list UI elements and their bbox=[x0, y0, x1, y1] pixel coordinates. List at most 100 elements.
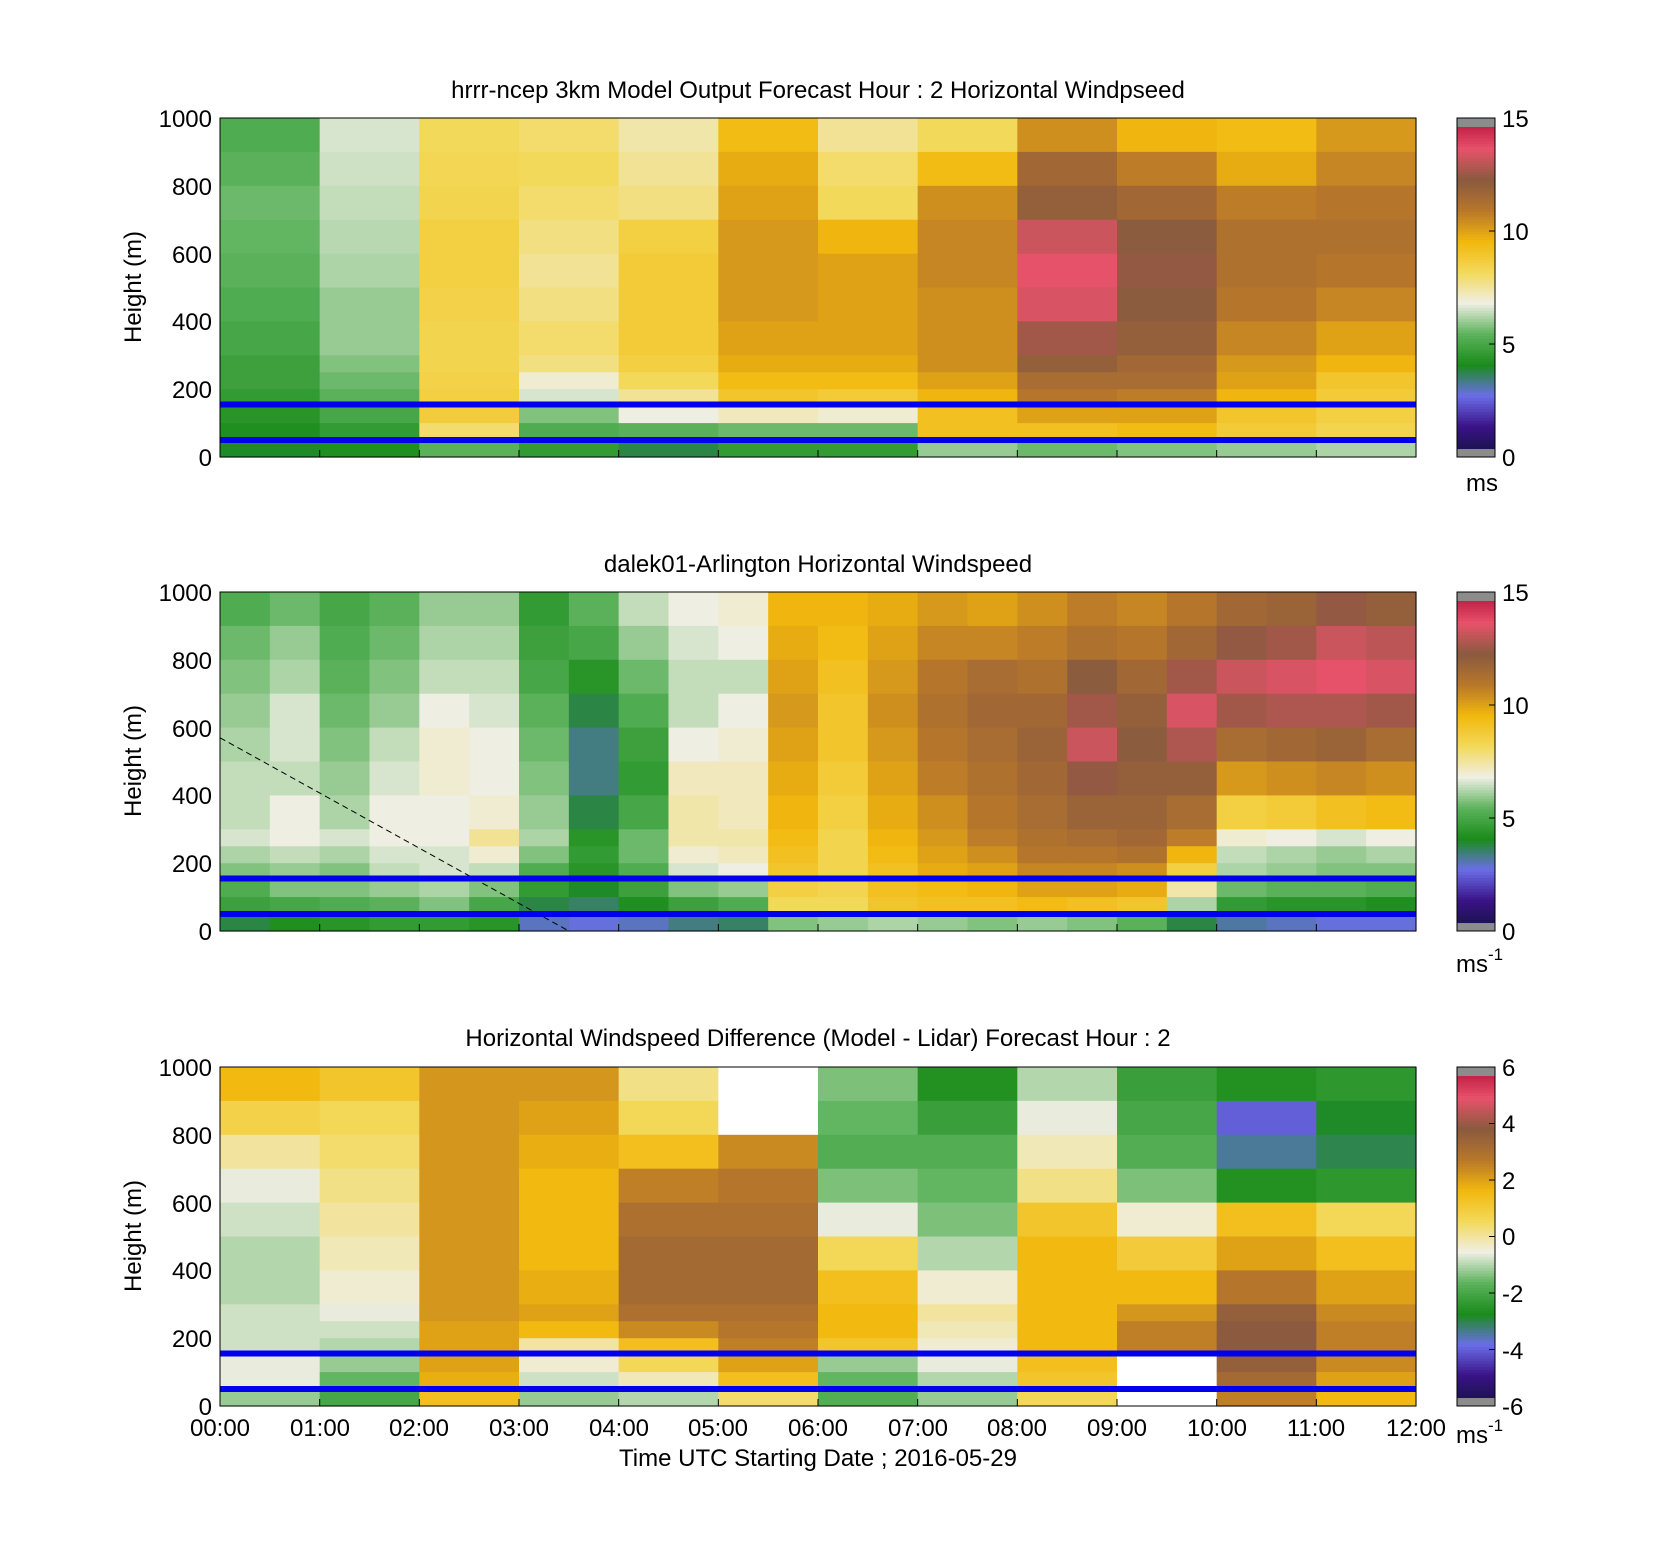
colorbar-segment bbox=[1457, 702, 1495, 706]
heatmap-cell bbox=[967, 761, 1018, 796]
heatmap-cell bbox=[319, 592, 371, 627]
colorbar-segment bbox=[1457, 1171, 1495, 1175]
heatmap-cell bbox=[618, 1355, 719, 1373]
panel-difference-x-tick-labels: 00:00 01:00 02:00 03:00 04:00 05:00 06:0… bbox=[190, 1415, 1446, 1442]
heatmap-cell bbox=[618, 1321, 719, 1339]
heatmap-cell bbox=[718, 1134, 819, 1170]
heatmap-cell bbox=[419, 659, 470, 695]
heatmap-cell bbox=[618, 1168, 719, 1204]
heatmap-cell bbox=[917, 1389, 1018, 1407]
heatmap-cell bbox=[519, 1100, 620, 1136]
heatmap-cell bbox=[1266, 897, 1317, 915]
heatmap-cell bbox=[1166, 795, 1218, 830]
heatmap-cell bbox=[220, 914, 271, 932]
heatmap-cell bbox=[818, 151, 919, 187]
colorbar-segment bbox=[1457, 290, 1495, 294]
heatmap-cell bbox=[917, 355, 1018, 373]
colorbar-segment bbox=[1457, 792, 1495, 796]
heatmap-cell bbox=[618, 151, 719, 187]
heatmap-cell bbox=[668, 761, 719, 796]
colorbar-segment bbox=[1457, 1259, 1495, 1263]
colorbar-segment bbox=[1457, 846, 1495, 850]
colorbar-segment bbox=[1457, 823, 1495, 827]
colorbar-segment bbox=[1457, 392, 1495, 396]
heatmap-cell bbox=[269, 625, 321, 661]
heatmap-cell bbox=[818, 625, 869, 661]
heatmap-cell bbox=[1316, 761, 1367, 796]
heatmap-cell bbox=[419, 406, 520, 424]
heatmap-cell bbox=[519, 219, 620, 255]
colorbar-segment bbox=[1457, 744, 1495, 748]
heatmap-cell bbox=[220, 659, 271, 695]
colorbar-segment bbox=[1457, 778, 1495, 782]
colorbar-tick-label: -4 bbox=[1502, 1338, 1523, 1365]
colorbar-segment bbox=[1457, 166, 1495, 170]
heatmap-cell bbox=[519, 897, 570, 915]
colorbar-segment bbox=[1457, 154, 1495, 159]
heatmap-cell bbox=[1166, 727, 1218, 763]
heatmap-cell bbox=[1216, 1100, 1317, 1136]
colorbar-segment bbox=[1457, 293, 1495, 297]
heatmap-cell bbox=[1216, 897, 1268, 915]
panel-model-colorbar bbox=[1457, 117, 1495, 458]
heatmap-cell bbox=[1017, 693, 1068, 729]
colorbar-tick-label: 15 bbox=[1502, 580, 1529, 607]
heatmap-cell bbox=[519, 761, 570, 796]
colorbar-segment bbox=[1457, 403, 1495, 407]
colorbar-segment bbox=[1457, 713, 1495, 717]
x-tick-label: 09:00 bbox=[1087, 1415, 1147, 1442]
panel-model-y-ticks: 0 200 400 600 800 1000 bbox=[159, 106, 212, 472]
heatmap-cell bbox=[1216, 1270, 1317, 1305]
heatmap-cell bbox=[768, 727, 819, 763]
colorbar-segment bbox=[1457, 134, 1495, 139]
heatmap-cell bbox=[1366, 625, 1417, 661]
x-tick-label: 11:00 bbox=[1287, 1415, 1345, 1442]
colorbar-segment bbox=[1457, 1253, 1495, 1257]
colorbar-segment bbox=[1457, 236, 1495, 240]
heatmap-cell bbox=[220, 253, 321, 289]
heatmap-cell bbox=[419, 440, 520, 458]
colorbar-segment bbox=[1457, 1129, 1495, 1133]
heatmap-cell bbox=[1366, 914, 1417, 932]
colorbar-segment bbox=[1457, 214, 1495, 218]
colorbar-segment bbox=[1457, 801, 1495, 805]
heatmap-cell bbox=[1316, 693, 1367, 729]
heatmap-cell bbox=[1017, 1134, 1118, 1170]
colorbar-segment bbox=[1457, 764, 1495, 768]
heatmap-cell bbox=[917, 1236, 1018, 1271]
heatmap-cell bbox=[369, 625, 420, 661]
heatmap-cell bbox=[1216, 1134, 1317, 1170]
colorbar-segment bbox=[1457, 1230, 1495, 1235]
heatmap-cell bbox=[618, 423, 719, 441]
heatmap-cell bbox=[618, 897, 670, 915]
heatmap-cell bbox=[369, 846, 420, 864]
colorbar-segment bbox=[1457, 1341, 1495, 1345]
heatmap-cell bbox=[319, 1202, 420, 1238]
colorbar-segment bbox=[1457, 1219, 1495, 1223]
heatmap-cell bbox=[1216, 693, 1268, 729]
colorbar-segment bbox=[1457, 1352, 1495, 1356]
heatmap-cell bbox=[618, 118, 719, 153]
heatmap-cell bbox=[917, 897, 969, 915]
heatmap-cell bbox=[1067, 761, 1118, 796]
heatmap-cell bbox=[419, 1304, 520, 1322]
heatmap-cell bbox=[568, 761, 620, 796]
heatmap-cell bbox=[419, 253, 520, 289]
y-tick-label: 400 bbox=[172, 783, 212, 810]
heatmap-cell bbox=[718, 897, 769, 915]
heatmap-cell bbox=[1067, 592, 1118, 627]
heatmap-cell bbox=[718, 287, 819, 322]
colorbar-segment bbox=[1457, 242, 1495, 246]
colorbar-segment bbox=[1457, 685, 1495, 689]
colorbar-segment bbox=[1457, 270, 1495, 274]
colorbar-segment bbox=[1457, 812, 1495, 816]
heatmap-cell bbox=[220, 829, 271, 847]
colorbar-segment bbox=[1457, 442, 1495, 447]
heatmap-cell bbox=[1316, 151, 1417, 187]
colorbar-segment bbox=[1457, 397, 1495, 402]
colorbar-segment bbox=[1457, 228, 1495, 232]
heatmap-cell bbox=[618, 355, 719, 373]
colorbar-segment bbox=[1457, 423, 1495, 427]
x-tick-label: 02:00 bbox=[389, 1415, 449, 1442]
colorbar-segment bbox=[1457, 894, 1495, 898]
